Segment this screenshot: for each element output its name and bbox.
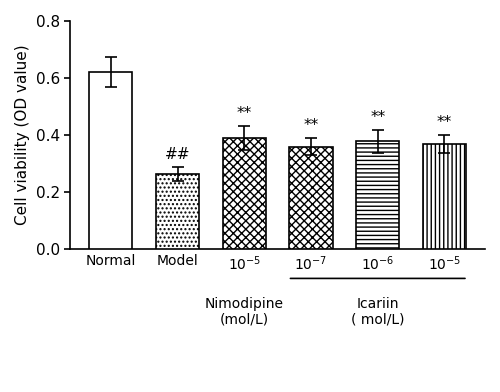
Text: **: ** <box>236 106 252 121</box>
Text: **: ** <box>370 110 386 125</box>
Bar <box>156 174 199 249</box>
Text: Nimodipine
(mol/L): Nimodipine (mol/L) <box>204 297 284 327</box>
Y-axis label: Cell viability (OD value): Cell viability (OD value) <box>15 45 30 225</box>
Text: **: ** <box>437 115 452 131</box>
Bar <box>423 144 466 249</box>
Text: **: ** <box>304 118 318 133</box>
Text: ##: ## <box>165 147 190 162</box>
Bar <box>356 141 400 249</box>
Bar <box>290 147 333 249</box>
Text: Icariin
( mol/L): Icariin ( mol/L) <box>351 297 405 327</box>
Bar <box>222 138 266 249</box>
Bar <box>89 72 132 249</box>
